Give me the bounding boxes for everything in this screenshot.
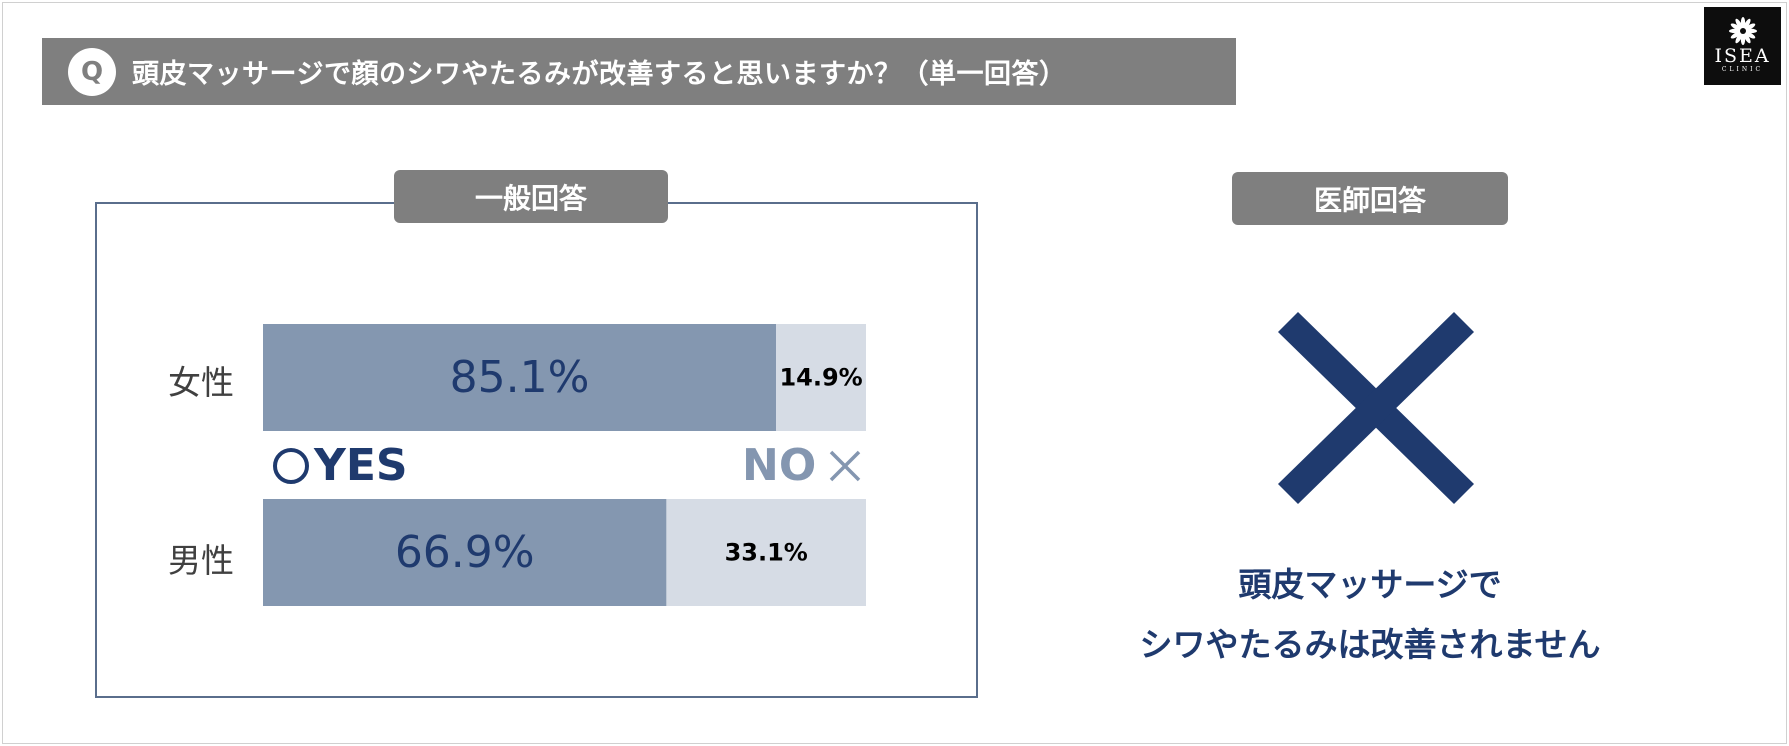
clinic-logo: ISEA CLINIC bbox=[1704, 7, 1781, 85]
question-badge: Q bbox=[68, 47, 116, 96]
data-label-yes-0: 85.1% bbox=[450, 352, 590, 403]
bar-yes-1 bbox=[263, 499, 667, 606]
cross-mark-icon bbox=[1278, 312, 1474, 504]
doctor-answer-tag: 医師回答 bbox=[1232, 172, 1508, 225]
bar-no-0 bbox=[776, 324, 866, 431]
category-label-female: 女性 bbox=[168, 363, 234, 402]
category-label-male: 男性 bbox=[168, 541, 234, 580]
logo-sub: CLINIC bbox=[1721, 66, 1764, 73]
data-label-no-0: 14.9% bbox=[779, 364, 862, 392]
flower-logo-icon bbox=[1728, 17, 1757, 45]
doctor-answer-line1: 頭皮マッサージで bbox=[1238, 565, 1502, 604]
question-header: Q 頭皮マッサージで顔のシワやたるみが改善すると思いますか？（単一回答） bbox=[42, 38, 1236, 105]
logo-name: ISEA bbox=[1714, 45, 1771, 67]
bar-no-1 bbox=[666, 499, 866, 606]
data-label-no-1: 33.1% bbox=[725, 539, 808, 567]
cross-icon bbox=[829, 450, 861, 481]
general-answer-tag: 一般回答 bbox=[394, 170, 668, 223]
legend-yes: YES bbox=[272, 440, 408, 491]
bar-yes-0 bbox=[263, 324, 777, 431]
legend-no: NO bbox=[742, 440, 864, 491]
legend-no-label: NO bbox=[742, 440, 817, 491]
doctor-answer-line2: シワやたるみは改善されません bbox=[1139, 625, 1601, 664]
data-label-yes-1: 66.9% bbox=[395, 527, 535, 578]
question-text: 頭皮マッサージで顔のシワやたるみが改善すると思いますか？（単一回答） bbox=[132, 59, 1067, 90]
legend-yes-label: YES bbox=[314, 440, 408, 491]
circle-icon bbox=[273, 447, 309, 484]
